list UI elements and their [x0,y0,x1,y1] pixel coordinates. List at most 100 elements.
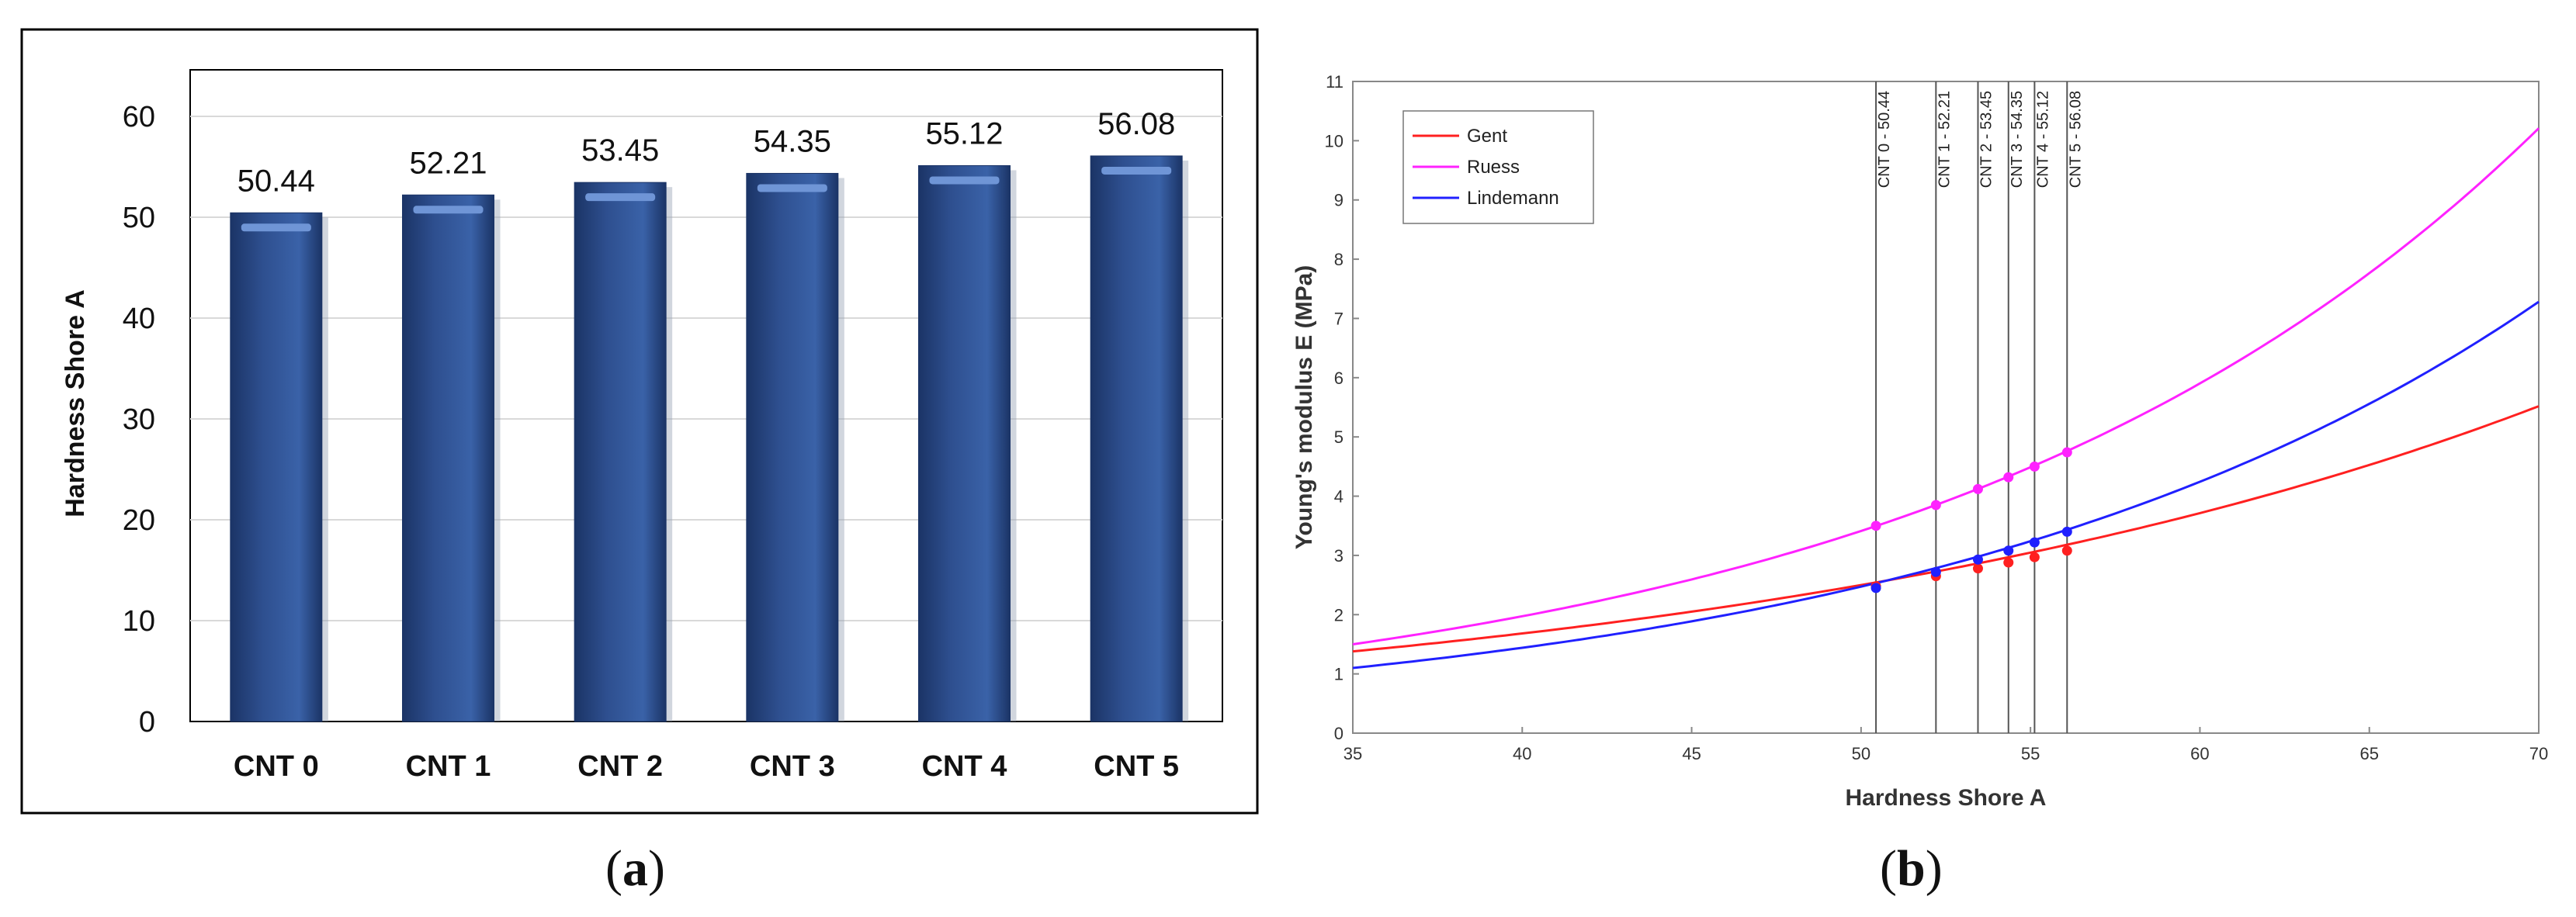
chart-a-category-label-4: CNT 4 [922,750,1007,783]
chart-b-marker-gent-2 [1972,563,1983,574]
panel-label-b: (b) [1880,839,1943,898]
chart-b-reference-label-4: CNT 4 - 55.12 [2034,91,2051,188]
chart-b-x-axis-label: Hardness Shore A [1846,785,2047,811]
chart-b-legend-label-ruess: Ruess [1467,157,1520,178]
chart-b-x-tick-label: 65 [2359,744,2378,763]
chart-a-bars [230,155,1189,722]
panel-label-a-open: ( [605,840,622,897]
chart-b-marker-lindemann-1 [1930,566,1941,577]
chart-b-y-tick-label: 10 [1325,131,1343,151]
chart-b-x-tick-label: 40 [1513,744,1531,763]
chart-b-marker-ruess-4 [2029,461,2040,472]
chart-b-marker-ruess-2 [1972,483,1983,494]
panel-label-a-letter: a [622,840,648,897]
chart-b-marker-gent-3 [2003,557,2014,568]
chart-b-y-tick-label: 2 [1334,605,1343,625]
chart-a-bar-highlight [241,223,311,232]
chart-a-category-label-1: CNT 1 [406,750,491,783]
chart-b-y-tick-label: 4 [1334,487,1343,507]
chart-a-y-tick-label: 60 [123,101,155,133]
chart-a-bar-highlight [929,176,1000,185]
chart-a-y-ticks: 0 10 20 30 40 50 60 [123,101,155,739]
chart-b-y-ticks: 0 1 2 3 4 5 6 7 8 9 10 11 [1325,72,1359,743]
chart-b-y-tick-label: 11 [1326,72,1343,92]
chart-b-y-tick-label: 1 [1334,665,1343,684]
chart-a-category-labels: CNT 0 CNT 1 CNT 2 CNT 3 CNT 4 CNT 5 [234,750,1179,783]
panel-label-b-close: ) [1925,840,1943,897]
chart-a-bar-2 [574,182,667,722]
chart-b-x-tick-label: 35 [1343,744,1362,763]
chart-b-y-tick-label: 5 [1334,427,1343,447]
chart-b-y-tick-label: 9 [1334,191,1343,210]
chart-b-y-tick-label: 3 [1334,546,1343,566]
chart-a-bar-highlight [413,206,484,214]
chart-b-reference-label-2: CNT 2 - 53.45 [1978,91,1995,188]
chart-a-category-label-0: CNT 0 [234,750,319,783]
chart-b-legend: Gent Ruess Lindemann [1402,110,1594,224]
chart-b-marker-gent-4 [2029,552,2040,562]
chart-b-curve-lindemann [1352,300,2540,670]
chart-a-gridlines [190,116,1222,621]
chart-a-y-tick-label: 40 [123,303,155,335]
chart-b-legend-label-lindemann: Lindemann [1467,188,1559,209]
chart-a-bar-1 [402,194,494,722]
chart-b-reference-label-1: CNT 1 - 52.21 [1936,91,1953,188]
chart-b-reference-label-5: CNT 5 - 56.08 [2067,91,2084,188]
panel-label-a-close: ) [647,840,665,897]
chart-b-marker-ruess-5 [2061,447,2072,458]
chart-b-x-tick-label: 50 [1852,744,1870,763]
chart-b-x-tick-label: 45 [1682,744,1701,763]
chart-a-bar-0 [230,212,323,722]
chart-b-marker-lindemann-4 [2029,537,2040,548]
chart-a-bar-4 [918,164,1011,722]
chart-a-value-label-1: 52.21 [409,146,487,180]
chart-b-reference-label-0: CNT 0 - 50.44 [1876,91,1893,188]
panel-label-b-open: ( [1880,840,1897,897]
chart-b-curve-gent [1352,405,2540,653]
chart-a-value-label-3: 54.35 [754,124,831,158]
chart-b-y-tick-label: 7 [1334,309,1343,328]
chart-a-category-label-3: CNT 3 [750,750,835,783]
chart-b-marker-lindemann-2 [1972,554,1983,565]
chart-a-plot-area [189,69,1223,722]
chart-b-reference-lines: CNT 0 - 50.44 CNT 1 - 52.21 CNT 2 - 53.45 C… [1875,81,2084,733]
chart-a-y-tick-label: 30 [123,403,155,436]
chart-b-x-tick-label: 70 [2529,744,2548,763]
chart-a-y-tick-label: 20 [123,504,155,537]
chart-b-marker-ruess-1 [1930,500,1941,510]
chart-a-value-label-2: 53.45 [581,133,659,168]
chart-b-x-tick-label: 55 [2021,744,2040,763]
chart-b-y-tick-label: 8 [1334,250,1343,269]
chart-b-marker-ruess-0 [1870,521,1881,531]
panel-label-b-letter: b [1896,840,1926,897]
chart-a-y-axis-label: Hardness Shore A [61,289,90,517]
chart-b-marker-lindemann-5 [2061,526,2072,537]
chart-b-marker-gent-5 [2061,545,2072,556]
chart-a-value-label-5: 56.08 [1097,107,1175,141]
chart-a-category-label-5: CNT 5 [1094,750,1179,783]
chart-b-marker-lindemann-3 [2003,545,2014,556]
chart-b-markers [1870,447,2072,593]
chart-a-y-tick-label: 50 [123,202,155,234]
chart-b-curves [1352,127,2540,670]
chart-a-value-label-0: 50.44 [237,164,315,198]
chart-a-category-label-2: CNT 2 [577,750,663,783]
chart-b-x-tick-label: 60 [2190,744,2209,763]
chart-a-value-label-4: 55.12 [925,116,1003,151]
chart-a-bar-highlight [1101,166,1172,175]
chart-b-y-tick-label: 0 [1334,724,1343,743]
chart-a-bar-highlight [757,184,827,192]
chart-a-value-labels: 50.44 52.21 53.45 54.35 55.12 56.08 [237,107,1175,198]
chart-b-reference-label-3: CNT 3 - 54.35 [2009,91,2026,188]
line-chart-youngs-modulus: CNT 0 - 50.44 CNT 1 - 52.21 CNT 2 - 53.45 C… [1291,72,2548,811]
chart-b-marker-ruess-3 [2003,472,2014,483]
chart-b-y-tick-label: 6 [1334,369,1343,388]
panel-label-a: (a) [605,839,665,898]
chart-b-marker-lindemann-0 [1870,583,1881,593]
chart-b-y-axis-label: Young's modulus E (MPa) [1291,265,1317,550]
chart-b-x-ticks: 35 40 45 50 55 60 65 70 [1343,727,2548,763]
chart-a-bar-3 [746,172,839,722]
chart-a-y-tick-label: 10 [123,605,155,638]
chart-a-y-tick-label: 0 [139,706,155,739]
